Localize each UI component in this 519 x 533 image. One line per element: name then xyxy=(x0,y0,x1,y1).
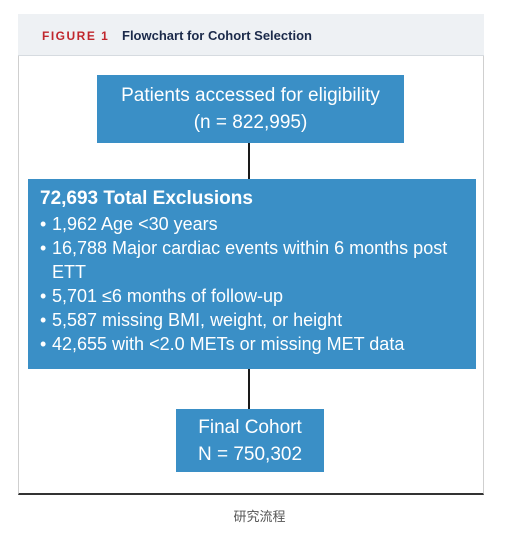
final-cohort-node: Final Cohort N = 750,302 xyxy=(176,409,324,472)
exclusion-item-text: 5,587 missing BMI, weight, or height xyxy=(52,310,343,330)
exclusion-item-text: 16,788 Major cardiac events within 6 mon… xyxy=(52,238,448,282)
figure-frame xyxy=(18,14,484,495)
exclusions-title: 72,693 Total Exclusions xyxy=(40,188,253,209)
figure-caption: 研究流程 xyxy=(233,510,286,525)
eligibility-count: (n = 822,995) xyxy=(193,112,308,133)
exclusions-node: 72,693 Total Exclusions • 1,962 Age <30 y… xyxy=(28,179,476,369)
eligibility-label: Patients accessed for eligibility xyxy=(121,85,380,106)
final-cohort-count: N = 750,302 xyxy=(197,444,303,465)
bullet-glyph: • xyxy=(40,238,47,258)
exclusions-list: • 1,962 Age <30 years • 16,788 Major cardi… xyxy=(40,212,464,356)
connector-line-bottom xyxy=(248,369,250,409)
figure-number: FIGURE 1 xyxy=(42,29,110,43)
bullet-glyph: • xyxy=(40,214,47,234)
exclusion-item: • 5,587 missing BMI, weight, or height xyxy=(40,308,464,332)
final-cohort-label: Final Cohort xyxy=(198,417,302,438)
connector-line-top xyxy=(248,143,250,179)
figure-header: FIGURE 1 Flowchart for Cohort Selection xyxy=(18,14,484,56)
bullet-glyph: • xyxy=(40,334,47,354)
exclusion-item: • 16,788 Major cardiac events within 6 mo… xyxy=(40,236,464,284)
bullet-glyph: • xyxy=(40,286,47,306)
bullet-glyph: • xyxy=(40,310,47,330)
figure-title: Flowchart for Cohort Selection xyxy=(122,28,312,43)
exclusion-item-text: 1,962 Age <30 years xyxy=(52,214,218,234)
exclusion-item-text: 42,655 with <2.0 METs or missing MET dat… xyxy=(52,334,405,354)
exclusion-item: • 5,701 ≤6 months of follow-up xyxy=(40,284,464,308)
eligibility-node: Patients accessed for eligibility (n = 8… xyxy=(97,75,404,143)
exclusion-item-text: 5,701 ≤6 months of follow-up xyxy=(52,286,284,306)
exclusion-item: • 42,655 with <2.0 METs or missing MET da… xyxy=(40,332,464,356)
exclusion-item: • 1,962 Age <30 years xyxy=(40,212,464,236)
